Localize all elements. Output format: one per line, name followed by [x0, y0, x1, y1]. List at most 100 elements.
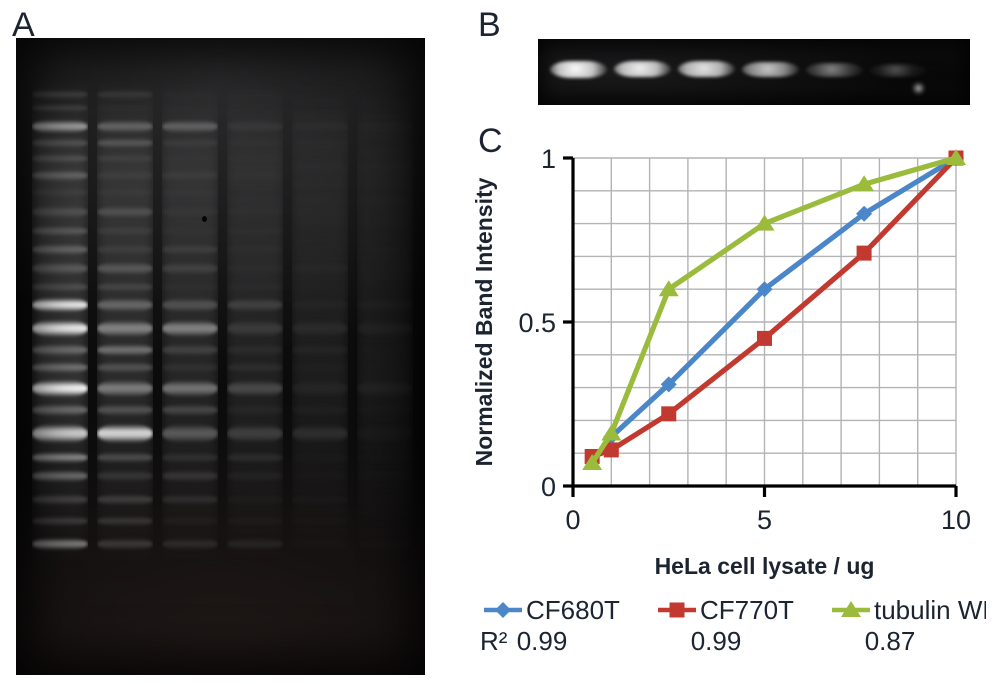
gel-band — [97, 424, 153, 443]
gel-band — [97, 120, 153, 133]
gel-band — [162, 170, 218, 181]
blot-band — [870, 64, 927, 77]
gel-band — [227, 538, 283, 550]
gel-band — [357, 380, 413, 397]
gel-band — [357, 470, 413, 482]
gel-band — [227, 470, 283, 482]
gel-band — [162, 154, 218, 163]
gel-band — [357, 282, 413, 292]
gel-band — [97, 244, 153, 255]
gel-band — [292, 362, 348, 373]
gel-speck-artifact — [202, 216, 207, 222]
gel-band — [292, 206, 348, 218]
gel-band — [227, 154, 283, 163]
gel-band — [227, 138, 283, 148]
gel-band — [227, 90, 283, 99]
gel-band — [227, 380, 283, 397]
gel-band — [292, 538, 348, 550]
gel-band — [32, 90, 88, 99]
gel-lane — [227, 38, 283, 675]
gel-band — [292, 470, 348, 482]
gel-band — [32, 424, 88, 443]
gel-band — [357, 344, 413, 356]
gel-band — [227, 362, 283, 373]
blot-band — [550, 60, 607, 78]
series-line — [589, 155, 959, 460]
gel-band — [97, 452, 153, 463]
gel-band — [227, 516, 283, 526]
gel-band — [162, 452, 218, 463]
series-marker-triangle — [601, 424, 622, 441]
series-marker-square — [757, 330, 772, 346]
gel-band — [97, 516, 153, 526]
gel-band — [227, 226, 283, 236]
gel-lane — [292, 38, 348, 675]
chart-series-group — [582, 149, 966, 471]
gel-band — [292, 262, 348, 275]
gel-band — [357, 188, 413, 197]
gel-band — [357, 298, 413, 312]
blot-band — [678, 61, 735, 78]
x-tick-label: 0 — [565, 505, 580, 535]
gel-band — [32, 170, 88, 181]
gel-band — [32, 452, 88, 463]
gel-band — [357, 244, 413, 255]
panel-letter-b: B — [478, 6, 501, 44]
gel-band — [97, 282, 153, 292]
gel-band — [292, 344, 348, 356]
gel-band — [97, 226, 153, 236]
gel-band — [32, 138, 88, 148]
chart-axis-titles: HeLa cell lysate / ug Normalized Band Int… — [471, 177, 874, 579]
gel-band — [97, 188, 153, 197]
gel-band — [162, 424, 218, 443]
series-marker-diamond — [856, 205, 873, 222]
gel-band — [97, 362, 153, 373]
x-axis-title: HeLa cell lysate / ug — [655, 553, 875, 579]
gel-band — [32, 538, 88, 550]
gel-band — [162, 494, 218, 505]
gel-band — [97, 262, 153, 275]
series-marker-diamond — [756, 281, 773, 298]
r2-value: 0.99 — [517, 626, 568, 656]
gel-band — [162, 538, 218, 550]
gel-band — [97, 344, 153, 356]
gel-band — [32, 104, 88, 112]
gel-band — [32, 320, 88, 337]
gel-band — [32, 262, 88, 275]
gel-band — [357, 170, 413, 181]
y-axis-title: Normalized Band Intensity — [471, 177, 497, 466]
gel-band — [97, 138, 153, 148]
x-tick-label: 5 — [757, 505, 772, 535]
gel-band — [227, 262, 283, 275]
gel-band — [32, 344, 88, 356]
gel-band — [292, 226, 348, 236]
gel-band — [292, 298, 348, 312]
series-marker-triangle — [582, 454, 603, 471]
gel-band — [227, 320, 283, 337]
blot-band — [806, 63, 863, 77]
series-marker-triangle — [854, 175, 875, 192]
series-marker-square — [669, 602, 685, 618]
gel-band — [32, 404, 88, 416]
r2-value: 0.99 — [691, 626, 742, 656]
gel-band — [162, 362, 218, 373]
gel-lane — [32, 38, 88, 675]
y-tick-label: 1 — [541, 144, 556, 174]
gel-band — [32, 298, 88, 312]
gel-band — [357, 104, 413, 112]
series-marker-diamond — [495, 602, 511, 618]
gel-band — [292, 138, 348, 148]
gel-band — [32, 154, 88, 163]
gel-band — [292, 154, 348, 163]
gel-background — [16, 38, 425, 675]
y-tick-label: 0 — [541, 472, 556, 502]
gel-band — [32, 188, 88, 197]
gel-band — [162, 404, 218, 416]
gel-band — [97, 154, 153, 163]
panel-b-tubulin-blot — [538, 39, 970, 105]
panel-c-chart: 0 0.5 1 0 5 10 HeLa cell lysate / ug Normalize… — [466, 126, 986, 682]
series-marker-square — [603, 442, 619, 458]
gel-band — [227, 404, 283, 416]
gel-band — [357, 206, 413, 218]
